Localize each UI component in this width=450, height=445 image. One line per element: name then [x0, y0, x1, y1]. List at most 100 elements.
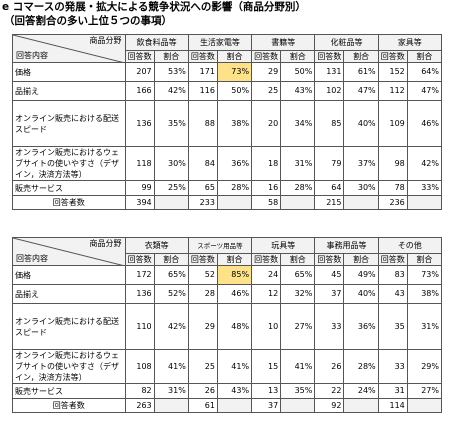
count-cell: 85	[314, 100, 345, 147]
ratio-cell: 31%	[406, 303, 443, 350]
ratio-cell: 73%	[406, 265, 443, 285]
respondents-blank	[153, 195, 189, 210]
count-cell: 136	[124, 284, 155, 304]
count-cell: 152	[377, 62, 408, 82]
count-cell: 28	[187, 284, 218, 304]
count-cell: 112	[377, 81, 408, 101]
ratio-cell: 41%	[153, 349, 189, 384]
respondents-count: 37	[251, 398, 282, 413]
respondents-blank	[343, 398, 379, 413]
respondents-count: 114	[377, 398, 408, 413]
count-header: 回答数	[124, 253, 155, 266]
count-cell: 83	[377, 265, 408, 285]
ratio-header: 割合	[406, 253, 443, 266]
category-header: スポーツ用品等	[187, 237, 253, 254]
ratio-cell: 40%	[343, 100, 379, 147]
count-cell: 43	[377, 284, 408, 304]
count-cell: 18	[251, 146, 282, 181]
ratio-cell: 31%	[280, 146, 316, 181]
ratio-cell: 50%	[216, 81, 253, 101]
ratio-header: 割合	[216, 253, 253, 266]
category-header: 玩具等	[251, 237, 316, 254]
ratio-cell: 30%	[343, 180, 379, 196]
respondents-row: 回答者数 263 61 37 92 114	[12, 398, 443, 413]
count-header: 回答数	[187, 50, 218, 63]
category-header: 事務用品等	[314, 237, 379, 254]
ratio-cell: 41%	[216, 349, 253, 384]
ratio-cell: 40%	[343, 284, 379, 304]
ratio-cell: 64%	[406, 62, 443, 82]
table-row: 価格 172 65% 52 85% 24 65% 45 49% 83 73%	[12, 265, 443, 285]
ratio-header: 割合	[280, 253, 316, 266]
row-label: 価格	[12, 265, 126, 285]
count-cell: 26	[314, 349, 345, 384]
count-cell: 52	[187, 265, 218, 285]
table-row: 販売サービス 99 25% 65 28% 16 28% 64 30% 78 33%	[12, 180, 443, 196]
table-row: オンライン販売における配送スピード 110 42% 29 48% 10 27% 33 36% 35…	[12, 303, 443, 350]
count-cell: 110	[124, 303, 155, 350]
count-cell: 37	[314, 284, 345, 304]
respondents-count: 58	[251, 195, 282, 210]
ratio-cell: 36%	[216, 146, 253, 181]
ratio-cell: 27%	[406, 383, 443, 399]
table-row: 品揃え 166 42% 116 50% 25 43% 102 47% 112 47%	[12, 81, 443, 101]
count-cell: 172	[124, 265, 155, 285]
count-cell: 25	[187, 349, 218, 384]
page-subtitle: （回答割合の多い上位５つの事項）	[4, 15, 172, 27]
ratio-cell-highlighted: 73%	[216, 62, 253, 82]
ratio-cell: 28%	[280, 180, 316, 196]
ratio-cell: 46%	[216, 284, 253, 304]
row-label: 販売サービス	[12, 180, 126, 196]
respondents-blank	[280, 398, 316, 413]
ratio-cell: 49%	[343, 265, 379, 285]
row-label: 価格	[12, 62, 126, 82]
row-label: オンライン販売における配送スピード	[12, 303, 126, 350]
respondents-blank	[216, 398, 253, 413]
corner-label-response: 回答内容	[16, 254, 48, 263]
count-header: 回答数	[314, 253, 345, 266]
respondents-count: 263	[124, 398, 155, 413]
count-cell: 25	[251, 81, 282, 101]
row-label: オンライン販売におけるウェブサイトの使いやすさ（デザイン，決済方法等）	[12, 349, 126, 384]
category-header: 生活家電等	[187, 34, 253, 51]
ratio-cell: 29%	[406, 349, 443, 384]
ratio-header: 割合	[406, 50, 443, 63]
row-label: 品揃え	[12, 284, 126, 304]
header-row: 商品分野 回答内容 飲食料品等 生活家電等 書籍等 化粧品等 家具等	[12, 34, 443, 63]
respondents-count: 215	[314, 195, 345, 210]
ratio-cell: 37%	[343, 146, 379, 181]
ratio-cell: 30%	[153, 146, 189, 181]
row-label: オンライン販売におけるウェブサイトの使いやすさ（デザイン，決済方法等）	[12, 146, 126, 181]
ratio-header: 割合	[153, 253, 189, 266]
ratio-cell-highlighted: 85%	[216, 265, 253, 285]
count-cell: 33	[377, 349, 408, 384]
respondents-blank	[216, 195, 253, 210]
ratio-cell: 65%	[153, 265, 189, 285]
count-header: 回答数	[124, 50, 155, 63]
count-cell: 171	[187, 62, 218, 82]
count-cell: 116	[187, 81, 218, 101]
table-row: 品揃え 136 52% 28 46% 12 32% 37 40% 43 38%	[12, 284, 443, 304]
count-cell: 10	[251, 303, 282, 350]
ratio-cell: 61%	[343, 62, 379, 82]
corner-diagonal-line	[13, 238, 122, 265]
respondents-row: 回答者数 394 233 58 215 236	[12, 195, 443, 210]
ratio-cell: 28%	[343, 349, 379, 384]
table-top: 商品分野 回答内容 飲食料品等 生活家電等 書籍等 化粧品等 家具等 回答数 割合 回答数 割合 回答…	[12, 34, 443, 210]
count-cell: 166	[124, 81, 155, 101]
category-header: その他	[377, 237, 443, 254]
count-cell: 109	[377, 100, 408, 147]
count-cell: 64	[314, 180, 345, 196]
table-row: オンライン販売における配送スピード 136 35% 88 38% 20 34% 85 40% 10…	[12, 100, 443, 147]
ratio-cell: 50%	[280, 62, 316, 82]
ratio-cell: 28%	[216, 180, 253, 196]
count-cell: 45	[314, 265, 345, 285]
ratio-cell: 32%	[280, 284, 316, 304]
ratio-cell: 33%	[406, 180, 443, 196]
count-cell: 118	[124, 146, 155, 181]
respondents-blank	[343, 195, 379, 210]
page-title: e コマースの発展・拡大による競争状況への影響（商品分野別）	[2, 1, 306, 13]
corner-label-category: 商品分野	[89, 36, 122, 45]
ratio-cell: 27%	[280, 303, 316, 350]
respondents-blank	[280, 195, 316, 210]
